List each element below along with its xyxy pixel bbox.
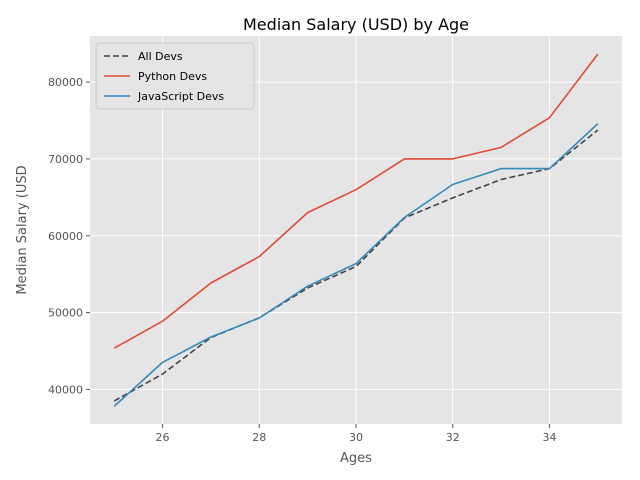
x-tick-label: 32 (446, 431, 460, 444)
x-axis-ticks: 26 28 30 32 34 (156, 424, 556, 444)
x-tick-label: 28 (252, 431, 266, 444)
series-line-all-devs (113, 129, 599, 402)
x-tick-label: 34 (542, 431, 556, 444)
y-axis-ticks: 40000 50000 60000 70000 80000 (48, 76, 90, 396)
y-tick-label: 80000 (48, 76, 83, 89)
legend-label: JavaScript Devs (137, 90, 224, 103)
y-tick-label: 60000 (48, 230, 83, 243)
x-axis-label: Ages (340, 451, 372, 466)
x-tick-label: 30 (349, 431, 363, 444)
series-line-python-devs (113, 53, 599, 349)
legend-label: All Devs (138, 50, 183, 63)
y-tick-label: 70000 (48, 153, 83, 166)
series-lines (113, 53, 599, 407)
grid-lines (90, 36, 622, 424)
y-axis-label: Median Salary (USD (15, 165, 30, 294)
y-tick-label: 50000 (48, 307, 83, 320)
y-tick-label: 40000 (48, 383, 83, 396)
legend-label: Python Devs (138, 70, 207, 83)
legend-box (95, 42, 255, 110)
x-tick-label: 26 (156, 431, 170, 444)
chart-title: Median Salary (USD) by Age (243, 15, 469, 34)
series-line-javascript-devs (113, 123, 599, 407)
legend: All Devs Python Devs JavaScript Devs (95, 42, 255, 110)
